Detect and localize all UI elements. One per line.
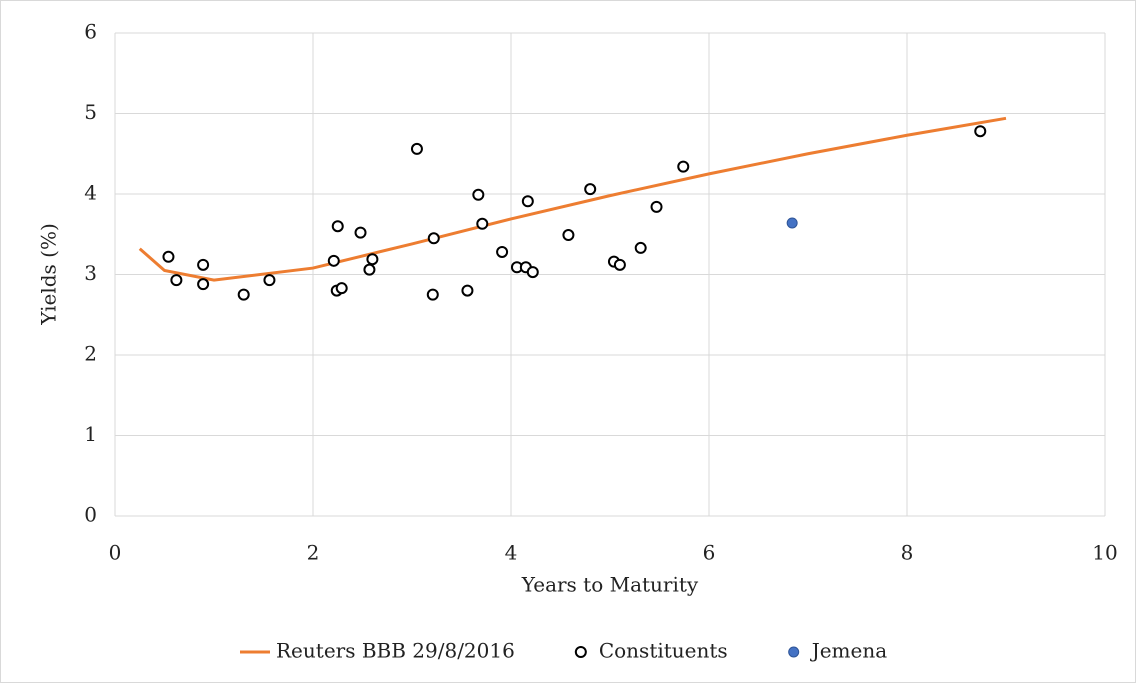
x-tick-label: 10 bbox=[1092, 541, 1117, 565]
scatter-point bbox=[366, 253, 379, 266]
scatter-point bbox=[974, 125, 987, 138]
x-axis-title: Years to Maturity bbox=[521, 573, 699, 597]
scatter-point bbox=[410, 142, 423, 155]
scatter-point bbox=[472, 188, 485, 201]
scatter-point bbox=[584, 183, 597, 196]
x-tick-label: 0 bbox=[109, 541, 122, 565]
scatter-point bbox=[521, 195, 534, 208]
y-tick-label: 0 bbox=[84, 503, 97, 527]
scatter-point bbox=[650, 200, 663, 213]
scatter-point bbox=[237, 288, 250, 301]
scatter-point bbox=[363, 263, 376, 276]
scatter-point bbox=[526, 266, 539, 279]
y-tick-label: 3 bbox=[84, 261, 97, 285]
scatter-point bbox=[162, 250, 175, 263]
y-tick-label: 6 bbox=[84, 20, 97, 44]
y-tick-label: 2 bbox=[84, 342, 97, 366]
legend-label: Reuters BBB 29/8/2016 bbox=[276, 639, 515, 663]
scatter-point bbox=[562, 229, 575, 242]
scatter-point bbox=[613, 258, 626, 271]
legend-label: Constituents bbox=[599, 639, 728, 663]
scatter-point bbox=[327, 254, 340, 267]
scatter-point bbox=[496, 245, 509, 258]
scatter-point bbox=[170, 274, 183, 287]
scatter-point bbox=[426, 288, 439, 301]
scatter-point bbox=[335, 282, 348, 295]
legend-marker bbox=[574, 646, 587, 658]
x-tick-label: 4 bbox=[505, 541, 518, 565]
legend-marker bbox=[788, 646, 800, 658]
scatter-point bbox=[197, 258, 210, 271]
x-tick-label: 6 bbox=[703, 541, 716, 565]
x-tick-label: 8 bbox=[901, 541, 914, 565]
scatter-point bbox=[476, 217, 489, 230]
scatter-point bbox=[197, 278, 210, 291]
legend-label: Jemena bbox=[810, 639, 888, 663]
y-tick-label: 4 bbox=[84, 181, 97, 205]
scatter-point bbox=[786, 217, 798, 229]
y-axis-title: Yields (%) bbox=[37, 223, 61, 326]
scatter-point bbox=[427, 232, 440, 245]
x-tick-label: 2 bbox=[307, 541, 320, 565]
y-tick-label: 5 bbox=[84, 100, 97, 124]
line-series bbox=[138, 116, 1007, 282]
scatter-point bbox=[354, 226, 367, 239]
scatter-point bbox=[331, 220, 344, 233]
scatter-point bbox=[263, 274, 276, 287]
y-tick-label: 1 bbox=[84, 422, 97, 446]
scatter-point bbox=[634, 241, 647, 254]
scatter-point bbox=[461, 284, 474, 297]
scatter-point bbox=[677, 160, 690, 173]
